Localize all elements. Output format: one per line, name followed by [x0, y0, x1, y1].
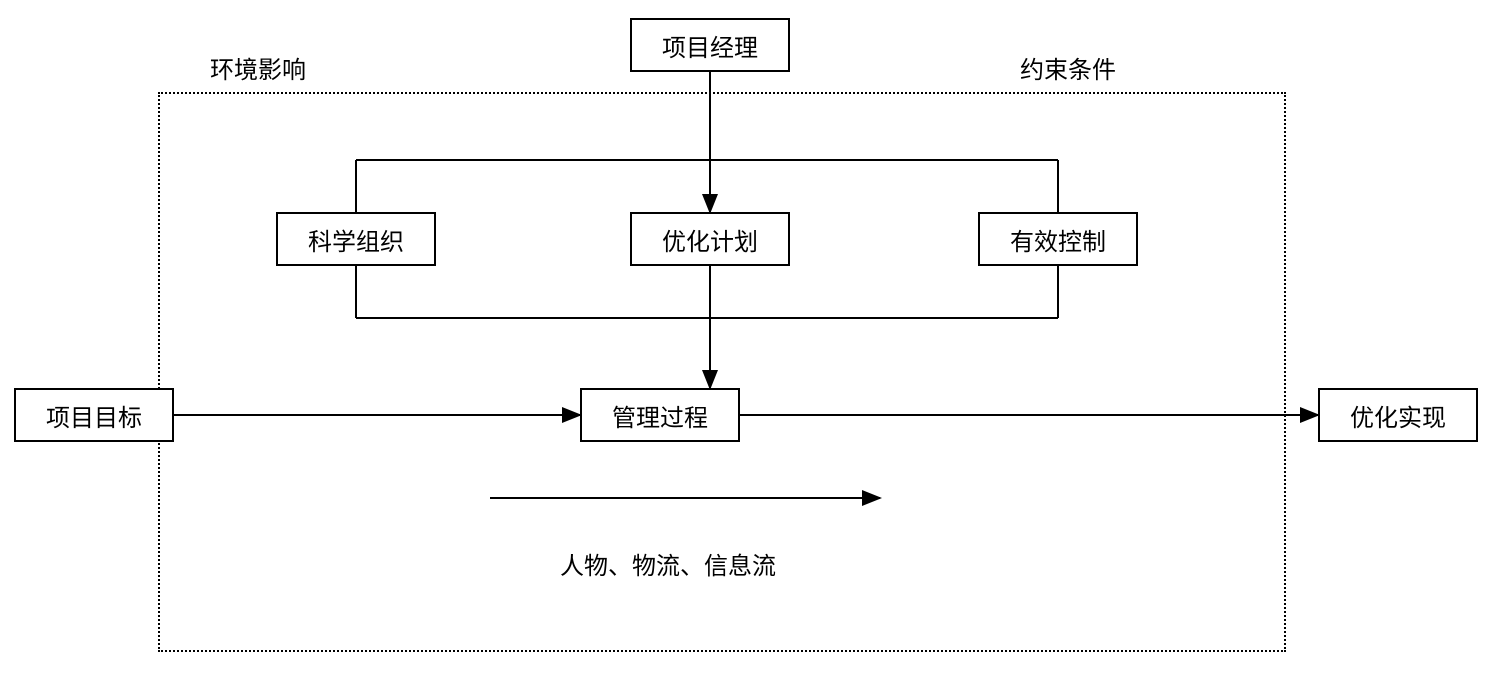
node-scientific-org: 科学组织 [276, 212, 436, 266]
node-optimize-impl: 优化实现 [1318, 388, 1478, 442]
node-mgmt-process: 管理过程 [580, 388, 740, 442]
node-optimize-plan-text: 优化计划 [662, 222, 758, 257]
node-scientific-org-text: 科学组织 [308, 222, 404, 257]
label-env-influence: 环境影响 [210, 50, 306, 85]
node-effective-ctrl-text: 有效控制 [1010, 222, 1106, 257]
node-effective-ctrl: 有效控制 [978, 212, 1138, 266]
node-mgmt-process-text: 管理过程 [612, 398, 708, 433]
label-constraints: 约束条件 [1020, 50, 1116, 85]
node-optimize-plan: 优化计划 [630, 212, 790, 266]
node-project-goal-text: 项目目标 [46, 398, 142, 433]
node-optimize-impl-text: 优化实现 [1350, 398, 1446, 433]
node-project-manager-text: 项目经理 [662, 28, 758, 63]
diagram-canvas: 环境影响 约束条件 人物、物流、信息流 项目经理 科学组织 优化计划 有效控制 … [0, 0, 1488, 682]
node-project-goal: 项目目标 [14, 388, 174, 442]
node-project-manager: 项目经理 [630, 18, 790, 72]
label-flow-caption: 人物、物流、信息流 [560, 546, 776, 581]
